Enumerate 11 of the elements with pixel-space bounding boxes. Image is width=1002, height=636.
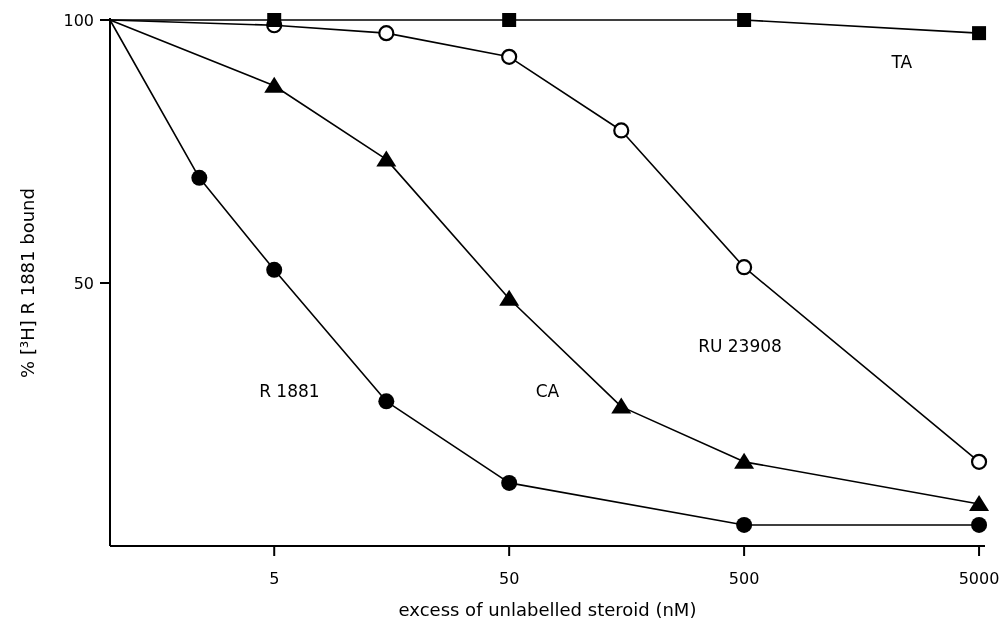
- y-tick-label: 100: [63, 11, 94, 30]
- series-label: CA: [535, 380, 560, 401]
- x-tick-label: 5: [269, 569, 280, 588]
- x-tick-label: 500: [728, 569, 760, 588]
- x-axis-title: excess of unlabelled steroid (nM): [398, 599, 697, 620]
- series-label: RU 23908: [698, 336, 782, 357]
- text: R 1881: [259, 380, 320, 401]
- x-tick-label: 50: [498, 569, 520, 588]
- x-tick-label: 5000: [958, 569, 1000, 588]
- series-label: TA: [890, 52, 913, 73]
- y-axis-title: % [³H] R 1881 bound: [17, 188, 38, 378]
